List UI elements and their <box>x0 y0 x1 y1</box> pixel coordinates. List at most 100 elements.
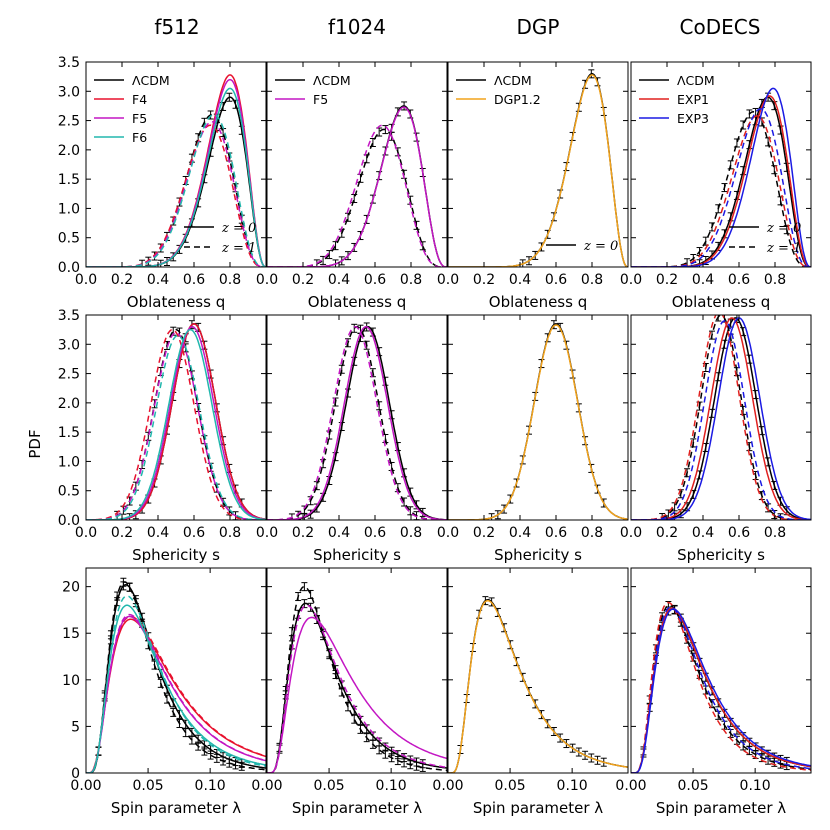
error-bar-lcdm-z1 <box>727 160 734 170</box>
x-axis-label: Spin parameter λ <box>111 799 241 817</box>
error-bar-lcdm-z0 <box>709 408 715 418</box>
y-tick-label: 0.0 <box>58 513 80 529</box>
x-tick-label: 0.05 <box>494 778 525 794</box>
x-tick-label: 0.2 <box>292 272 314 288</box>
y-tick-label: 3.5 <box>58 55 80 71</box>
curves-dgp-sphericity <box>448 320 628 520</box>
series-line-f6-z1 <box>86 334 266 520</box>
error-bar-lcdm-z1 <box>232 760 239 770</box>
error-bar-lcdm-z0 <box>752 390 759 400</box>
legend-label-exp1: EXP1 <box>677 92 709 107</box>
error-bar-lcdm-z1 <box>170 707 177 717</box>
legend-label-f6: F6 <box>132 130 147 145</box>
error-bar-lcdm-z1 <box>164 694 170 704</box>
x-tick-label: 0.8 <box>581 272 603 288</box>
panel-f512-sphericity: 0.0 0.2 0.4 0.6 0.8 0.0 0.5 1.0 1.5 2.0 2.5 3.0 3.5 S… <box>58 308 267 564</box>
legend-codecs-oblateness: ΛCDM EXP1 EXP3 <box>639 73 715 126</box>
series-line-f5-z0 <box>267 106 447 267</box>
series-line-exp1-z0 <box>631 607 811 773</box>
error-bar-lcdm-z1 <box>332 241 339 251</box>
error-bar-lcdm-z1 <box>351 714 358 724</box>
error-bar-lcdm-z0 <box>758 426 765 436</box>
error-bar-lcdm-z0 <box>733 190 740 200</box>
series-line-dgp1-2-z0 <box>448 74 628 267</box>
error-bar-lcdm-z1 <box>401 758 408 768</box>
error-bar-lcdm-z1 <box>126 582 133 592</box>
curves-codecs-sphericity <box>631 315 811 520</box>
panel-codecs-oblateness: 0.0 0.2 0.4 0.6 0.8 Oblateness q ΛCDM EXP1 EXP3 z… <box>620 61 812 311</box>
error-bar-lcdm-z0 <box>721 339 728 349</box>
x-tick-label: 0.4 <box>147 525 169 541</box>
error-bar-lcdm-z1 <box>394 756 401 766</box>
curves-f512-spin <box>86 577 266 773</box>
curves-f1024-oblateness <box>267 101 447 267</box>
x-tick-label: 0.8 <box>764 525 786 541</box>
panel-frame <box>85 567 267 774</box>
error-bar-lcdm-z1 <box>407 760 414 770</box>
z-legend-dgp-oblateness: z = 0 <box>546 239 618 254</box>
error-bar-lcdm-z1 <box>709 222 715 232</box>
series-line-exp1-z1 <box>631 315 811 520</box>
y-tick-label: 15 <box>62 626 80 642</box>
panel-frame <box>447 314 629 521</box>
series-line-f5-z1 <box>267 326 447 520</box>
y-tick-label: 2.5 <box>58 367 80 383</box>
error-bar-lcdm-z1 <box>721 183 728 193</box>
x-tick-label: 0.0 <box>256 272 278 288</box>
error-bar-lcdm-z1 <box>176 718 183 728</box>
series-line-f4-z1 <box>86 124 266 267</box>
y-tick-label: 1.0 <box>58 454 80 470</box>
panel-f1024-sphericity: 0.0 0.2 0.4 0.6 0.8 Sphericity s <box>256 314 448 564</box>
panel-frame <box>630 567 812 774</box>
series-line-dgp1-2-z0 <box>448 599 628 773</box>
x-tick-label: 0.2 <box>111 272 133 288</box>
series-line-lcdm-z0 <box>267 326 447 520</box>
x-tick-label: 0.05 <box>313 778 344 794</box>
legend-label-f5: F5 <box>132 111 147 126</box>
series-line-f5-z0 <box>86 326 266 520</box>
x-tick-label: 0.8 <box>400 525 422 541</box>
error-bar-lcdm-z1 <box>357 173 364 183</box>
error-bar-lcdm-z1 <box>777 513 784 520</box>
error-bar-lcdm-z1 <box>733 138 740 148</box>
series-line-lcdm-z1 <box>267 128 447 267</box>
x-axis-label: Oblateness q <box>672 293 770 311</box>
y-tick-label: 0.5 <box>58 231 80 247</box>
series-line-lcdm-z1 <box>86 581 266 773</box>
error-bar-lcdm-z1 <box>369 137 376 147</box>
x-tick-label: 0.0 <box>256 525 278 541</box>
x-tick-label: 0.4 <box>328 272 350 288</box>
error-bar-lcdm-z1 <box>357 724 364 734</box>
error-bar-lcdm-z1 <box>188 735 195 745</box>
series-line-f4-z0 <box>86 323 266 520</box>
legend-label-lcdm: ΛCDM <box>132 73 170 88</box>
series-line-lcdm-z0 <box>448 323 628 520</box>
x-tick-label: 0.0 <box>437 525 459 541</box>
legend-label-f5: F5 <box>313 92 328 107</box>
x-tick-label: 0.05 <box>677 778 708 794</box>
y-tick-label: 2.5 <box>58 114 80 130</box>
legend-label-lcdm: ΛCDM <box>677 73 715 88</box>
panel-codecs-sphericity: 0.0 0.2 0.4 0.6 0.8 Sphericity s <box>620 314 812 564</box>
x-tick-label: 0.6 <box>183 272 205 288</box>
error-bar-lcdm-z1 <box>401 497 408 507</box>
series-line-f5-z1 <box>86 331 266 520</box>
y-tick-label: 2.0 <box>58 396 80 412</box>
error-bar-lcdm-z1 <box>301 582 308 592</box>
panel-frame <box>266 567 448 774</box>
z-legend-label: z = 1 <box>221 241 256 256</box>
series-line-f6-z1 <box>86 595 266 773</box>
z-legend-f512-oblateness: z = 0 z = 1 <box>184 221 256 256</box>
error-bar-lcdm-z1 <box>413 220 420 230</box>
x-tick-label: 0.10 <box>557 778 588 794</box>
error-bar-lcdm-z1 <box>388 753 395 763</box>
error-bar-lcdm-z1 <box>238 761 245 771</box>
error-bar-lcdm-z1 <box>220 756 227 766</box>
y-tick-label: 1.5 <box>58 425 80 441</box>
error-bar-lcdm-z1 <box>182 728 189 738</box>
panel-frame <box>266 61 448 268</box>
error-bar-lcdm-z1 <box>313 607 320 617</box>
z-legend-label: z = 0 <box>766 221 801 236</box>
error-bar-lcdm-z1 <box>320 459 327 469</box>
x-tick-label: 0.4 <box>692 525 714 541</box>
